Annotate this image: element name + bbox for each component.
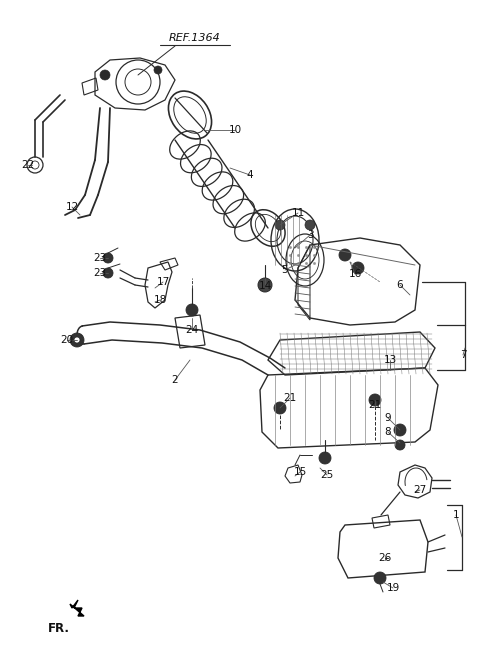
Text: 5: 5: [282, 265, 288, 275]
Text: 16: 16: [348, 269, 361, 279]
Text: 21: 21: [283, 393, 297, 403]
Circle shape: [394, 424, 406, 436]
Text: 3: 3: [307, 230, 313, 240]
Text: 21: 21: [368, 400, 382, 410]
Text: 10: 10: [228, 125, 241, 135]
Circle shape: [275, 220, 285, 230]
Circle shape: [395, 440, 405, 450]
Text: 23: 23: [94, 253, 107, 263]
Text: 24: 24: [185, 325, 199, 335]
Circle shape: [103, 268, 113, 278]
Circle shape: [305, 220, 315, 230]
Text: 9: 9: [384, 413, 391, 423]
Text: 23: 23: [94, 268, 107, 278]
Text: 19: 19: [386, 583, 400, 593]
Text: 4: 4: [247, 170, 253, 180]
Polygon shape: [70, 600, 84, 616]
Circle shape: [339, 249, 351, 261]
Circle shape: [70, 333, 84, 347]
Circle shape: [103, 253, 113, 263]
Text: 17: 17: [156, 277, 169, 287]
Text: 11: 11: [291, 208, 305, 218]
Circle shape: [319, 452, 331, 464]
Text: 14: 14: [258, 281, 272, 291]
Circle shape: [352, 262, 364, 274]
Text: 1: 1: [453, 510, 459, 520]
Text: FR.: FR.: [48, 621, 70, 634]
Circle shape: [154, 66, 162, 74]
Text: 26: 26: [378, 553, 392, 563]
Text: 18: 18: [154, 295, 167, 305]
Circle shape: [374, 572, 386, 584]
Circle shape: [74, 337, 80, 343]
Text: 27: 27: [413, 485, 427, 495]
Text: 12: 12: [65, 202, 79, 212]
Circle shape: [274, 402, 286, 414]
Text: 20: 20: [60, 335, 73, 345]
Text: 8: 8: [384, 427, 391, 437]
Text: 13: 13: [384, 355, 396, 365]
Circle shape: [369, 394, 381, 406]
Circle shape: [100, 70, 110, 80]
Circle shape: [258, 278, 272, 292]
Text: 7: 7: [460, 350, 466, 360]
Text: 22: 22: [22, 160, 35, 170]
Text: 15: 15: [293, 467, 307, 477]
Text: 25: 25: [320, 470, 334, 480]
Text: 6: 6: [396, 280, 403, 290]
Circle shape: [186, 304, 198, 316]
Text: 2: 2: [172, 375, 178, 385]
Text: REF.1364: REF.1364: [169, 33, 221, 43]
